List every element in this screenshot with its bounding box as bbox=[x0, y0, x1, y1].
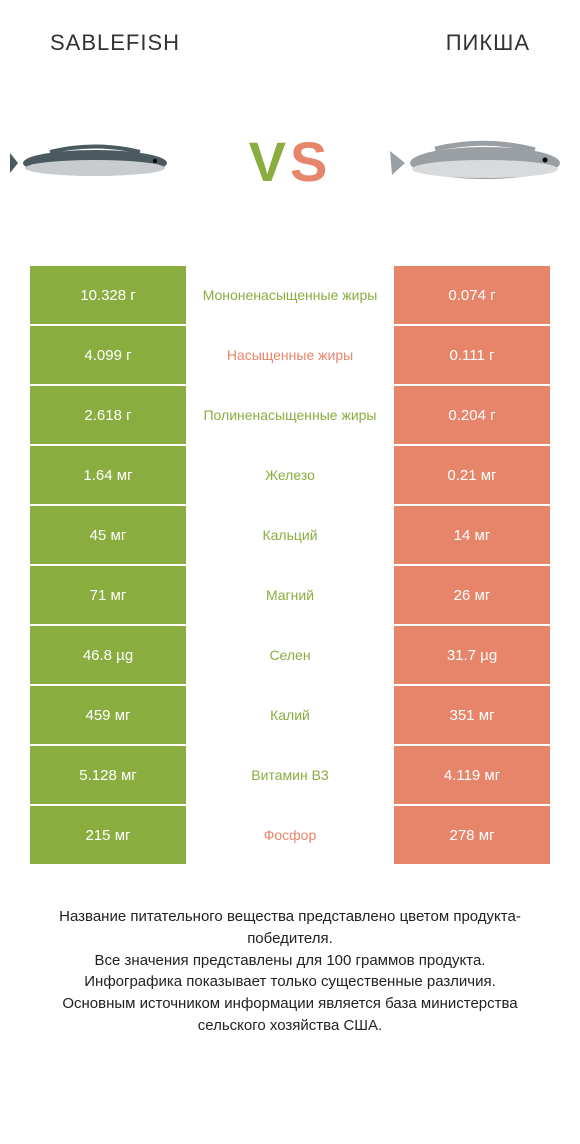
cell-nutrient-label: Витамин B3 bbox=[186, 746, 394, 804]
cell-right-value: 278 мг bbox=[394, 806, 550, 864]
table-row: 4.099 гНасыщенные жиры0.111 г bbox=[30, 326, 550, 384]
cell-left-value: 459 мг bbox=[30, 686, 186, 744]
cell-right-value: 14 мг bbox=[394, 506, 550, 564]
cell-left-value: 2.618 г bbox=[30, 386, 186, 444]
table-row: 1.64 мгЖелезо0.21 мг bbox=[30, 446, 550, 504]
cell-nutrient-label: Магний bbox=[186, 566, 394, 624]
footer-line-4: Основным источником информации является … bbox=[30, 993, 550, 1037]
vs-label: VS bbox=[249, 129, 332, 194]
table-row: 2.618 гПолиненасыщенные жиры0.204 г bbox=[30, 386, 550, 444]
cell-right-value: 26 мг bbox=[394, 566, 550, 624]
table-row: 46.8 µgСелен31.7 µg bbox=[30, 626, 550, 684]
header-left-title: SABLEFISH bbox=[50, 30, 180, 56]
table-row: 10.328 гМононенасыщенные жиры0.074 г bbox=[30, 266, 550, 324]
vs-s-letter: S bbox=[290, 130, 331, 193]
cell-nutrient-label: Железо bbox=[186, 446, 394, 504]
footer-line-3: Инфографика показывает только существенн… bbox=[30, 971, 550, 993]
comparison-table: 10.328 гМононенасыщенные жиры0.074 г4.09… bbox=[0, 266, 580, 866]
cell-left-value: 5.128 мг bbox=[30, 746, 186, 804]
cell-right-value: 0.074 г bbox=[394, 266, 550, 324]
table-row: 459 мгКалий351 мг bbox=[30, 686, 550, 744]
fish-right-image bbox=[390, 131, 570, 191]
vs-section: VS bbox=[0, 66, 580, 266]
cell-right-value: 351 мг bbox=[394, 686, 550, 744]
cell-nutrient-label: Кальций bbox=[186, 506, 394, 564]
cell-left-value: 215 мг bbox=[30, 806, 186, 864]
cell-left-value: 1.64 мг bbox=[30, 446, 186, 504]
table-row: 71 мгМагний26 мг bbox=[30, 566, 550, 624]
cell-left-value: 45 мг bbox=[30, 506, 186, 564]
cell-nutrient-label: Селен bbox=[186, 626, 394, 684]
cell-nutrient-label: Калий bbox=[186, 686, 394, 744]
table-row: 45 мгКальций14 мг bbox=[30, 506, 550, 564]
table-row: 5.128 мгВитамин B34.119 мг bbox=[30, 746, 550, 804]
footer-notes: Название питательного вещества представл… bbox=[0, 866, 580, 1057]
vs-v-letter: V bbox=[249, 130, 290, 193]
cell-nutrient-label: Насыщенные жиры bbox=[186, 326, 394, 384]
infographic-container: SABLEFISH ПИКША VS 10.328 гМо bbox=[0, 0, 580, 1144]
footer-line-1: Название питательного вещества представл… bbox=[30, 906, 550, 950]
fish-left-image bbox=[10, 131, 190, 191]
cell-right-value: 0.204 г bbox=[394, 386, 550, 444]
sablefish-icon bbox=[10, 131, 190, 191]
cell-right-value: 0.111 г bbox=[394, 326, 550, 384]
cell-right-value: 0.21 мг bbox=[394, 446, 550, 504]
cell-right-value: 31.7 µg bbox=[394, 626, 550, 684]
cell-left-value: 10.328 г bbox=[30, 266, 186, 324]
cell-nutrient-label: Полиненасыщенные жиры bbox=[186, 386, 394, 444]
cell-left-value: 71 мг bbox=[30, 566, 186, 624]
cell-nutrient-label: Мононенасыщенные жиры bbox=[186, 266, 394, 324]
haddock-icon bbox=[390, 131, 570, 191]
cell-left-value: 46.8 µg bbox=[30, 626, 186, 684]
footer-line-2: Все значения представлены для 100 граммо… bbox=[30, 950, 550, 972]
header: SABLEFISH ПИКША bbox=[0, 0, 580, 66]
cell-left-value: 4.099 г bbox=[30, 326, 186, 384]
cell-nutrient-label: Фосфор bbox=[186, 806, 394, 864]
cell-right-value: 4.119 мг bbox=[394, 746, 550, 804]
table-row: 215 мгФосфор278 мг bbox=[30, 806, 550, 864]
header-right-title: ПИКША bbox=[446, 30, 530, 56]
